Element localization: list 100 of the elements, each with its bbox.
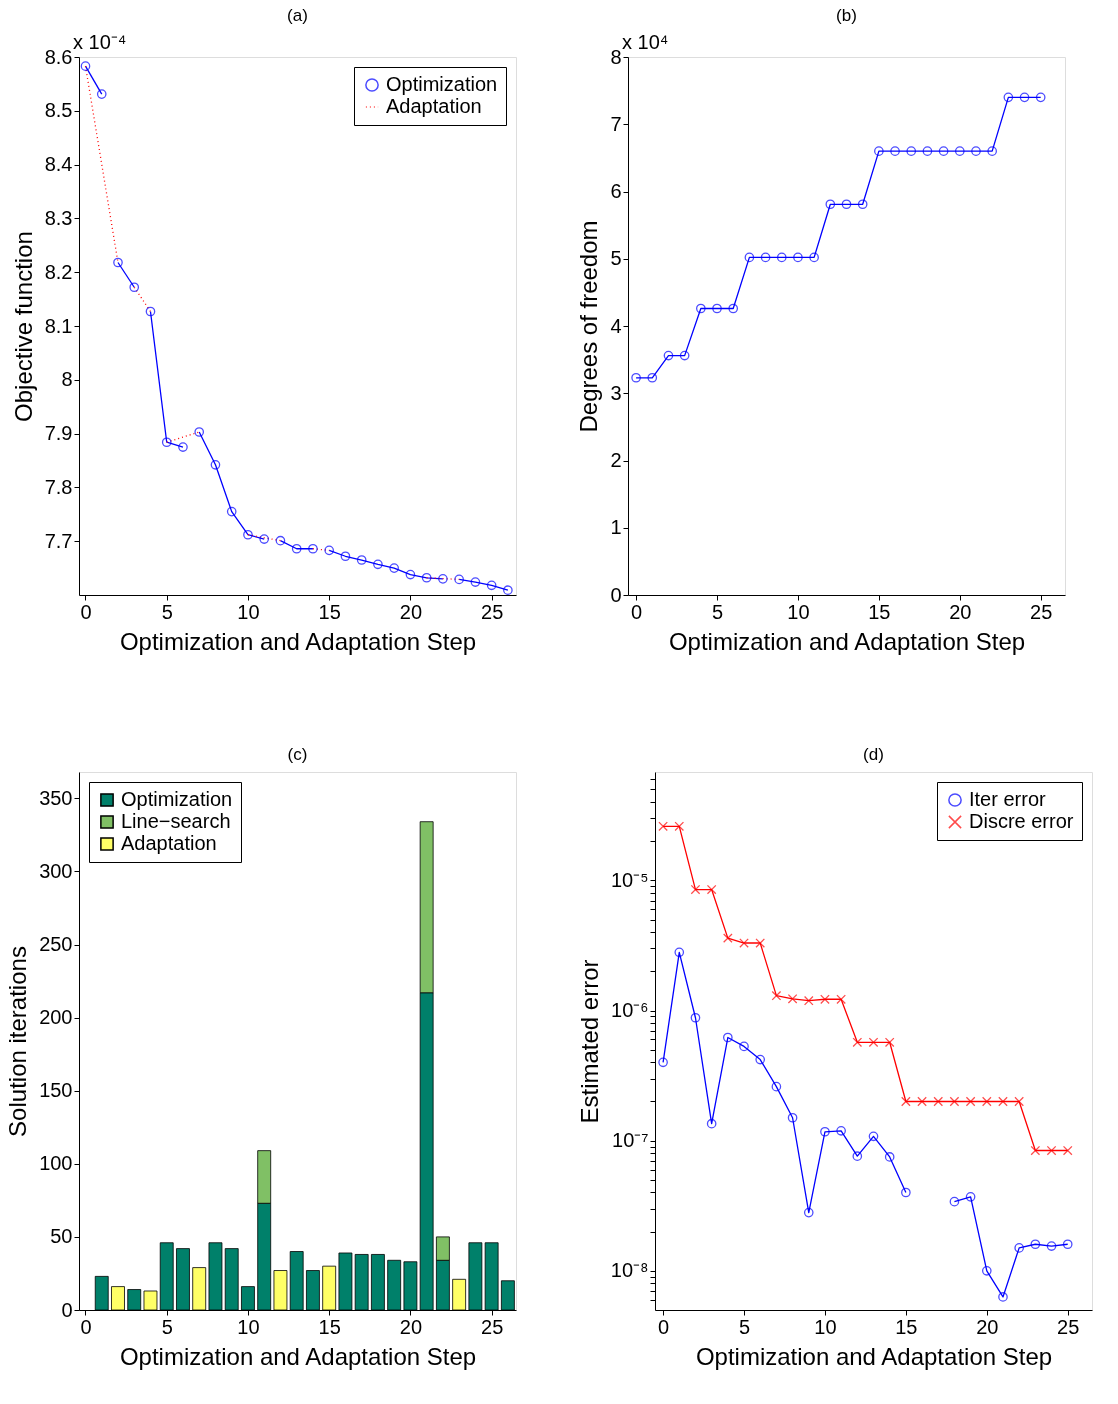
point [744,252,755,263]
point [787,993,798,1004]
point [96,89,107,99]
point [658,1057,668,1068]
point [129,282,140,293]
x-tick-label: 10 [814,1315,837,1338]
point [938,146,949,156]
y-tick-label: 10⁻⁸ [610,1259,649,1282]
x-tick-label: 25 [1057,1315,1080,1338]
y-tick-label: 3 [610,381,622,404]
text: x 10⁴ [622,31,669,53]
point [486,580,497,591]
point [674,947,685,958]
point [755,1054,766,1065]
y-tick-label: 7.9 [44,422,73,445]
y-tick-label: 150 [39,1079,73,1102]
y-tick-label: 5 [610,247,622,270]
point [917,1096,927,1107]
legend-label: Iter error [969,788,1047,810]
point [275,535,286,546]
legend-label: Adaptation [386,95,482,117]
point [421,572,432,583]
y-axis-title: Estimated error [575,959,603,1124]
y-tick-label: 8.6 [44,45,73,68]
point [1062,1239,1073,1250]
point [760,252,771,263]
point [658,821,668,832]
point [210,459,221,470]
point [803,1207,814,1218]
point [949,1196,960,1207]
point [1030,1145,1041,1156]
point [771,990,782,1001]
point [674,821,685,832]
point [998,1292,1008,1302]
x-axis-title: Optimization and Adaptation Step [119,627,477,655]
point [291,543,302,554]
point [884,1037,895,1048]
y-tick-label: 50 [50,1225,73,1248]
x-axis-title: Optimization and Adaptation Step [119,1342,477,1370]
x-tick-label: 20 [949,600,972,623]
y-tick-label: 6 [610,180,622,202]
point [755,938,766,948]
point [884,1152,895,1162]
point [454,574,464,585]
point [438,574,448,584]
y-tick-label: 350 [39,786,73,809]
x-tick-label: 0 [658,1315,670,1338]
point [836,994,846,1005]
point [690,1012,701,1023]
point [922,146,933,156]
point [901,1187,911,1198]
point [965,1192,976,1202]
point [470,577,481,587]
point [1046,1241,1057,1251]
x-tick-label: 10 [237,600,260,623]
point [405,569,416,580]
point [706,884,717,895]
point [308,543,318,554]
point [243,529,253,540]
point [874,146,884,156]
point [356,555,367,565]
point [161,437,172,448]
chart-title: (d) [863,745,884,764]
x-axis-title: Optimization and Adaptation Step [668,627,1026,655]
y-tick-label: 8.5 [44,99,73,122]
y-tick-label: 8.4 [44,153,73,176]
point [739,938,749,948]
chart-title: (a) [287,6,308,25]
x-tick-label: 15 [868,600,891,623]
y-tick-label: 7.8 [44,475,73,498]
y-tick-label: 1 [610,516,622,539]
legend-label: Optimization [386,73,498,95]
point [981,1096,992,1107]
y-tick-label: 8.2 [44,260,73,283]
y-tick-label: 0 [610,583,622,606]
point [852,1037,863,1048]
y-tick-label: 200 [39,1006,73,1029]
point [145,306,156,317]
point [901,1096,911,1107]
point [1030,1239,1041,1250]
point [113,257,123,268]
y-tick-label: 8 [61,368,73,391]
point [663,350,674,361]
x-axis-title: Optimization and Adaptation Step [695,1342,1053,1370]
point [712,303,722,314]
y-tick-label: 300 [39,859,73,882]
point [723,933,733,943]
point [803,995,814,1006]
x-tick-label: 15 [895,1315,918,1338]
y-axis-title: Degrees of freedom [575,220,603,433]
y-tick-label: 2 [610,449,622,471]
chart-title: (b) [836,6,857,25]
point [178,442,188,452]
point [226,506,237,517]
y-tick-label: 4 [610,314,622,337]
y-tick-label: 8.1 [44,314,73,337]
y-axis-title: Objective function [9,231,37,422]
point [1019,92,1030,103]
legend-label: Line−search [121,810,231,832]
x-tick-label: 0 [80,1315,92,1338]
